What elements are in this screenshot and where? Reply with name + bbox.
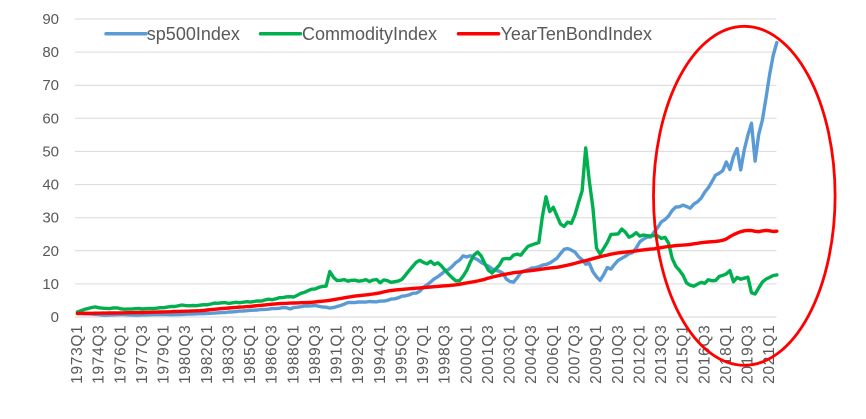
svg-text:1985Q1: 1985Q1 [242, 325, 259, 384]
svg-text:1974Q3: 1974Q3 [91, 325, 108, 384]
svg-text:2016Q3: 2016Q3 [696, 325, 713, 384]
svg-text:2007Q3: 2007Q3 [567, 325, 584, 384]
svg-text:1983Q3: 1983Q3 [220, 325, 237, 384]
svg-text:2001Q3: 2001Q3 [480, 325, 497, 384]
svg-text:2013Q3: 2013Q3 [653, 325, 670, 384]
svg-text:2019Q3: 2019Q3 [740, 325, 757, 384]
svg-text:1973Q1: 1973Q1 [69, 325, 86, 384]
svg-text:1982Q1: 1982Q1 [199, 325, 216, 384]
svg-text:2015Q1: 2015Q1 [675, 325, 692, 384]
svg-text:1976Q1: 1976Q1 [112, 325, 129, 384]
svg-text:2010Q3: 2010Q3 [610, 325, 627, 384]
svg-text:2018Q1: 2018Q1 [718, 325, 735, 384]
svg-text:CommodityIndex: CommodityIndex [302, 24, 437, 44]
svg-text:10: 10 [42, 276, 59, 293]
svg-text:1997Q1: 1997Q1 [415, 325, 432, 384]
svg-text:1991Q1: 1991Q1 [329, 325, 346, 384]
svg-text:1994Q1: 1994Q1 [372, 325, 389, 384]
svg-text:1979Q1: 1979Q1 [156, 325, 173, 384]
svg-text:sp500Index: sp500Index [147, 24, 240, 44]
svg-text:2012Q1: 2012Q1 [631, 325, 648, 384]
svg-text:1980Q3: 1980Q3 [177, 325, 194, 384]
svg-text:2021Q1: 2021Q1 [761, 325, 778, 384]
svg-text:2003Q1: 2003Q1 [502, 325, 519, 384]
svg-text:20: 20 [42, 243, 59, 260]
svg-text:1992Q3: 1992Q3 [350, 325, 367, 384]
svg-text:2000Q1: 2000Q1 [458, 325, 475, 384]
svg-text:30: 30 [42, 210, 59, 227]
svg-text:70: 70 [42, 77, 59, 94]
svg-text:1989Q3: 1989Q3 [307, 325, 324, 384]
svg-text:50: 50 [42, 143, 59, 160]
svg-text:1995Q3: 1995Q3 [394, 325, 411, 384]
svg-text:60: 60 [42, 110, 59, 127]
svg-text:80: 80 [42, 44, 59, 61]
svg-text:2006Q1: 2006Q1 [545, 325, 562, 384]
svg-text:YearTenBondIndex: YearTenBondIndex [501, 24, 652, 44]
svg-text:2004Q3: 2004Q3 [523, 325, 540, 384]
svg-text:90: 90 [42, 11, 59, 28]
svg-text:40: 40 [42, 177, 59, 194]
svg-text:1998Q3: 1998Q3 [437, 325, 454, 384]
svg-text:1988Q1: 1988Q1 [285, 325, 302, 384]
svg-text:1977Q3: 1977Q3 [134, 325, 151, 384]
svg-text:1986Q3: 1986Q3 [264, 325, 281, 384]
svg-text:2009Q1: 2009Q1 [588, 325, 605, 384]
svg-text:0: 0 [51, 309, 59, 326]
